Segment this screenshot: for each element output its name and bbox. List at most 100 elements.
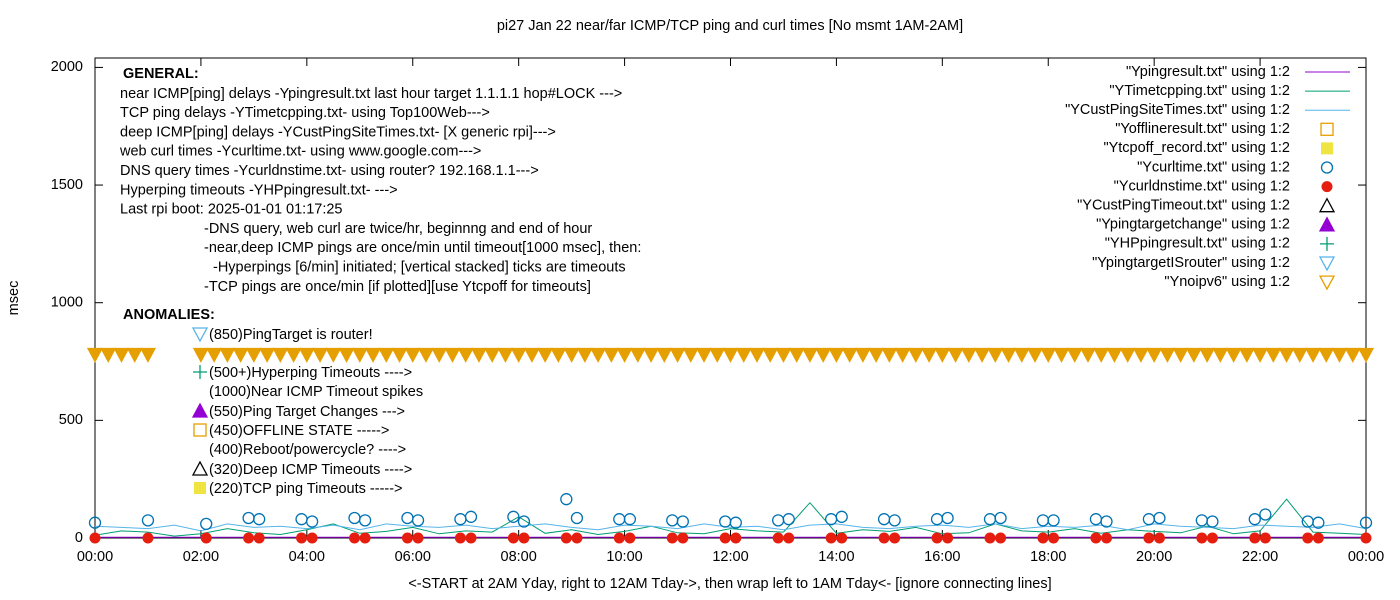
data-point [894,347,911,363]
data-point [296,532,308,544]
data-point [311,347,329,363]
data-point [656,347,673,363]
data-point [1265,347,1282,363]
data-point [1153,511,1166,525]
y-tick-label: 1000 [51,295,83,311]
data-point [616,347,633,363]
data-point [253,532,265,544]
data-point [507,510,520,523]
data-point [507,532,519,544]
data-point [1312,516,1325,529]
data-point [1196,532,1208,544]
data-point [854,347,871,363]
legend-label: "YCustPingSiteTimes.txt" using 1:2 [1065,102,1290,118]
data-point [139,347,157,363]
data-point [404,347,421,363]
data-point [523,347,540,363]
legend-label: "Yofflineresult.txt" using 1:2 [1115,121,1290,137]
data-point [1259,532,1271,544]
data-point [907,347,924,363]
annotation-marker [194,482,206,494]
data-point [219,347,236,363]
x-tick-label: 06:00 [395,549,431,565]
data-point [305,515,319,528]
data-point [1132,347,1150,363]
data-point [192,347,210,363]
annotation: (400)Reboot/powercycle? ----> [209,442,406,458]
legend-swatch [1318,275,1336,291]
data-point [1278,347,1295,363]
data-point [325,347,342,363]
legend-label: "Ycurltime.txt" using 1:2 [1137,159,1290,175]
data-point [1159,347,1176,363]
data-point [259,347,276,363]
data-point [709,347,726,363]
data-point [245,347,262,363]
legend-label: "Ycurldnstime.txt" using 1:2 [1114,178,1290,194]
data-point [351,347,368,363]
data-point [942,532,954,544]
data-point [457,347,474,363]
data-point [666,532,678,544]
data-point [973,347,991,363]
data-point [537,347,554,363]
data-point [417,347,435,363]
legend-swatch [1321,142,1333,155]
data-point [987,347,1004,363]
data-point [1357,347,1375,363]
data-point [517,515,531,528]
anomalies-heading: ANOMALIES: [123,307,215,323]
data-point [1000,347,1017,363]
data-point [1093,347,1110,363]
data-point [1212,347,1229,363]
data-point [828,347,845,363]
data-point [86,347,104,363]
data-point [454,532,466,544]
data-point [1360,532,1372,544]
data-point [126,347,143,363]
data-point [412,532,424,544]
data-point [431,347,448,363]
data-point [888,514,901,527]
data-point [1090,532,1102,544]
data-point [470,347,488,363]
data-point [836,532,848,544]
data-point [783,532,795,544]
data-point [200,517,213,531]
data-point [722,347,739,363]
data-point [960,347,977,363]
data-point [1106,347,1123,363]
data-point [1079,347,1097,363]
legend-swatch [1318,216,1336,232]
x-tick-label: 18:00 [1030,549,1066,565]
data-point [306,532,318,544]
data-point [563,347,580,363]
x-tick-label: 12:00 [712,549,748,565]
data-point [232,347,249,363]
data-point [1053,347,1070,363]
x-tick-label: 20:00 [1136,549,1172,565]
data-point [298,347,315,363]
annotation: Hyperping timeouts -YHPpingresult.txt- -… [120,182,398,198]
data-point [1331,347,1348,363]
data-point [497,347,514,363]
data-point [1048,532,1060,544]
chart-title: pi27 Jan 22 near/far ICMP/TCP ping and c… [497,18,963,34]
y-tick-label: 0 [75,530,83,546]
data-point [889,532,901,544]
annotation: -near,deep ICMP pings are once/min until… [204,240,641,256]
data-point [411,514,425,527]
data-point [613,532,625,544]
data-point [359,532,371,544]
annotation: (320)Deep ICMP Timeouts ----> [209,462,412,478]
y-tick-label: 1500 [51,177,83,193]
legend-label: "YpingtargetISrouter" using 1:2 [1092,255,1290,271]
annotation: -TCP pings are once/min [if plotted][use… [204,279,591,295]
data-point [1146,347,1163,363]
legend-swatch [1320,161,1334,174]
annotation: Last rpi boot: 2025-01-01 01:17:25 [120,202,343,218]
data-point [590,347,607,363]
data-point [200,532,212,544]
data-point [815,347,832,363]
data-point [1251,347,1269,363]
